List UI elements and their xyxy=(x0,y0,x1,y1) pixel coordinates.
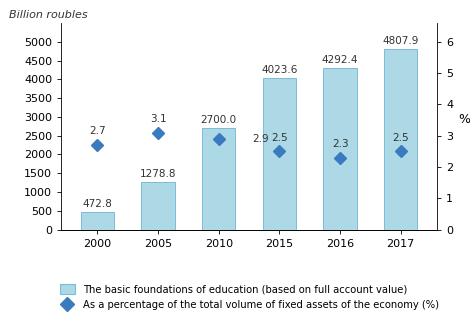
Bar xyxy=(323,68,357,230)
Text: 2.7: 2.7 xyxy=(89,126,106,136)
Bar xyxy=(81,212,114,230)
Bar xyxy=(202,128,235,230)
Text: 2.5: 2.5 xyxy=(271,133,288,143)
Text: 1278.8: 1278.8 xyxy=(140,169,176,178)
Text: 472.8: 472.8 xyxy=(83,199,112,209)
Bar xyxy=(141,182,175,230)
Bar xyxy=(384,49,417,230)
Legend: The basic foundations of education (based on full account value), As a percentag: The basic foundations of education (base… xyxy=(55,280,443,314)
Text: 4292.4: 4292.4 xyxy=(322,55,358,65)
Text: 3.1: 3.1 xyxy=(150,114,166,124)
Text: Billion roubles: Billion roubles xyxy=(9,10,88,20)
Text: 4807.9: 4807.9 xyxy=(383,36,419,46)
Text: 2.3: 2.3 xyxy=(332,139,348,149)
Text: 2.5: 2.5 xyxy=(392,133,409,143)
Bar xyxy=(263,78,296,230)
Text: 4023.6: 4023.6 xyxy=(261,65,298,75)
Y-axis label: %: % xyxy=(458,113,470,126)
Text: 2700.0: 2700.0 xyxy=(201,115,237,125)
Text: 2.9: 2.9 xyxy=(252,134,269,144)
